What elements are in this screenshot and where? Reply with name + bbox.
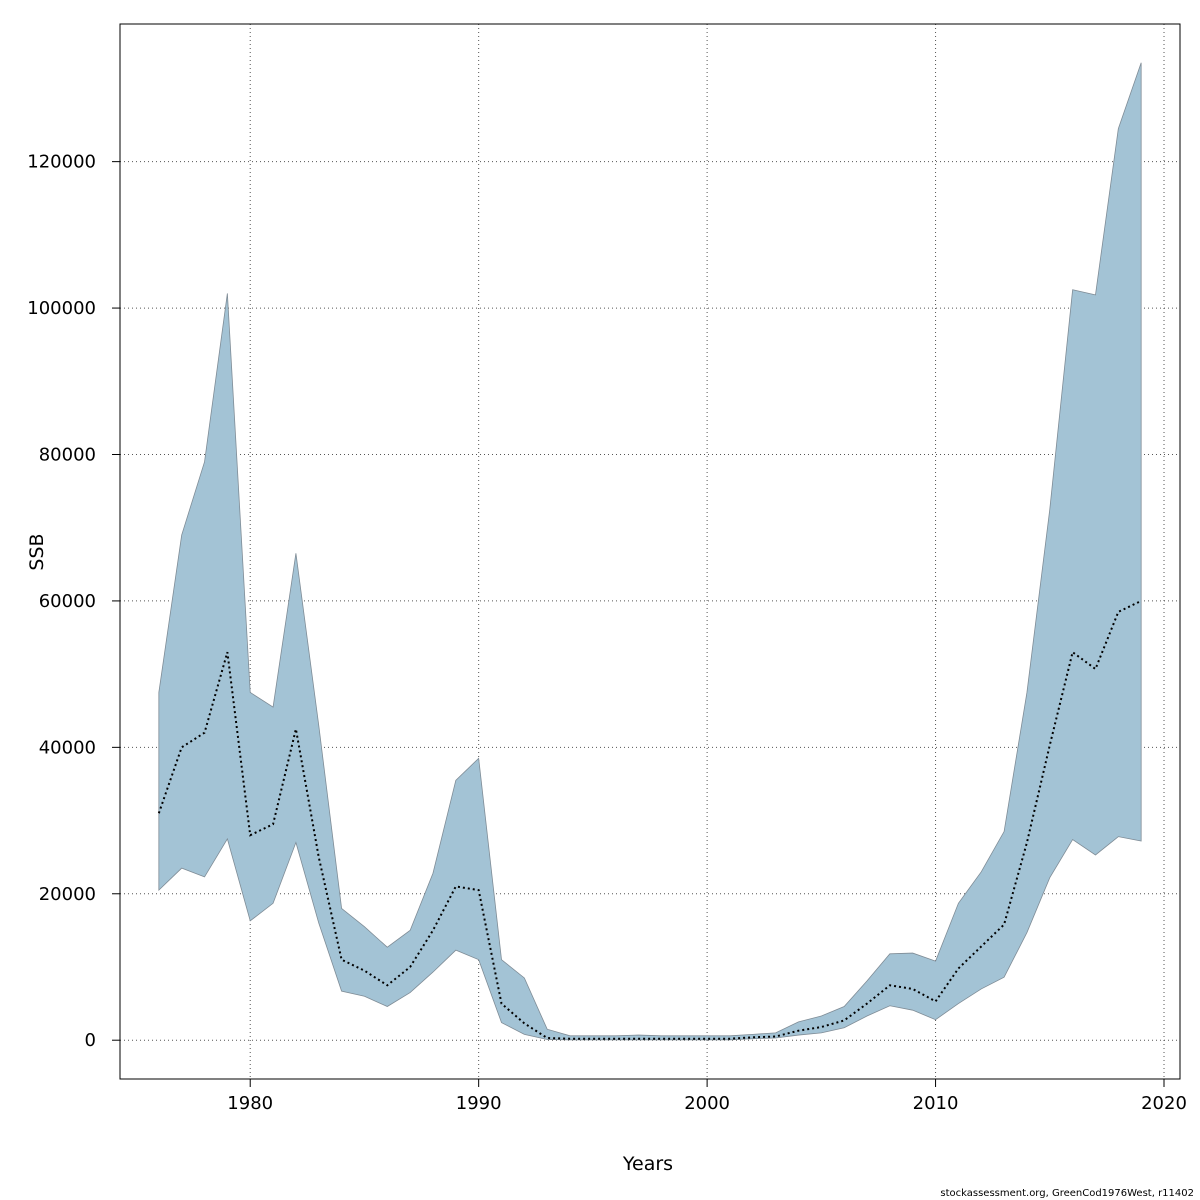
x-tick-label: 2010 bbox=[913, 1093, 959, 1114]
source-credit: stockassessment.org, GreenCod1976West, r… bbox=[940, 1188, 1194, 1199]
x-tick-label: 1980 bbox=[227, 1093, 273, 1114]
y-tick-label: 100000 bbox=[27, 298, 96, 319]
ssb-estimate-line bbox=[157, 600, 1142, 1040]
y-axis: 0 20000 40000 60000 80000 100000 120000 bbox=[27, 152, 120, 1051]
y-tick-label: 60000 bbox=[39, 591, 96, 612]
y-tick-label: 40000 bbox=[39, 737, 96, 758]
y-tick-label: 120000 bbox=[27, 152, 96, 173]
x-tick-label: 2020 bbox=[1141, 1093, 1187, 1114]
x-axis: 1980 1990 2000 2010 2020 bbox=[227, 1079, 1187, 1114]
y-tick-label: 0 bbox=[85, 1030, 96, 1051]
x-axis-title: Years bbox=[622, 1153, 673, 1175]
confidence-band bbox=[158, 62, 1142, 1041]
x-tick-label: 1990 bbox=[456, 1093, 502, 1114]
y-axis-title: SSB bbox=[26, 533, 48, 570]
y-tick-label: 20000 bbox=[39, 884, 96, 905]
plot-frame bbox=[119, 23, 1181, 1080]
y-tick-label: 80000 bbox=[39, 444, 96, 465]
x-tick-label: 2000 bbox=[684, 1093, 730, 1114]
